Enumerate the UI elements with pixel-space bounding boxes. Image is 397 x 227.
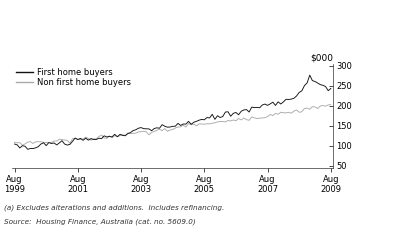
Legend: First home buyers, Non first home buyers: First home buyers, Non first home buyers: [16, 68, 131, 87]
Text: (a) Excludes alterations and additions.  Includes refinancing.: (a) Excludes alterations and additions. …: [4, 205, 224, 212]
Text: Source:  Housing Finance, Australia (cat. no. 5609.0): Source: Housing Finance, Australia (cat.…: [4, 218, 196, 225]
Text: $000: $000: [310, 54, 333, 62]
